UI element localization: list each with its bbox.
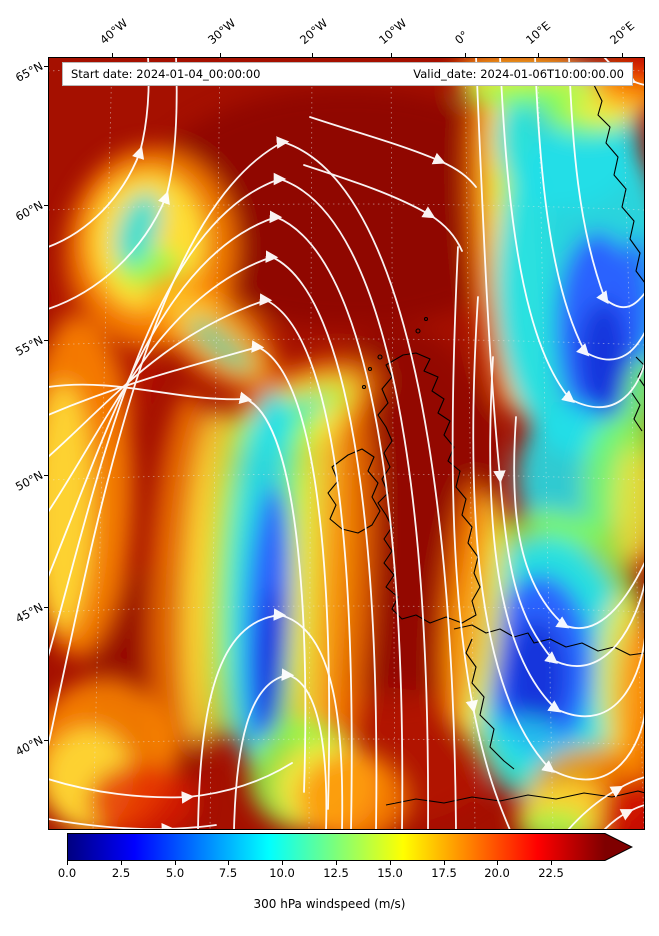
colorbar xyxy=(67,833,634,861)
cb-tick xyxy=(67,861,68,865)
cb-num-5: 5.0 xyxy=(165,866,185,880)
cb-tick xyxy=(497,861,498,865)
lon-label-10e: 10°E xyxy=(523,18,554,47)
cb-tick xyxy=(228,861,229,865)
lat-label-45n: 45°N xyxy=(13,599,46,626)
lat-label-50n: 50°N xyxy=(13,467,46,494)
date-strip: Start date: 2024-01-04_00:00:00 Valid_da… xyxy=(62,62,633,86)
x-tick xyxy=(220,53,221,57)
lon-label-20w: 20°W xyxy=(297,15,331,48)
cb-tick xyxy=(444,861,445,865)
cb-num-17p5: 17.5 xyxy=(431,866,457,880)
cb-tick xyxy=(121,861,122,865)
x-tick xyxy=(538,53,539,57)
lat-label-60n: 60°N xyxy=(13,197,46,224)
y-tick xyxy=(44,607,48,608)
lat-label-55n: 55°N xyxy=(13,332,46,359)
cb-tick xyxy=(282,861,283,865)
y-tick xyxy=(44,740,48,741)
colorbar-label: 300 hPa windspeed (m/s) xyxy=(253,897,406,911)
cb-tick xyxy=(551,861,552,865)
x-tick xyxy=(312,53,313,57)
y-tick xyxy=(44,66,48,67)
cb-num-0: 0.0 xyxy=(57,866,77,880)
lon-label-10w: 10°W xyxy=(376,15,410,48)
plot-border xyxy=(48,57,645,830)
x-tick xyxy=(622,53,623,57)
lon-label-0: 0° xyxy=(452,27,472,47)
cb-num-22p5: 22.5 xyxy=(538,866,564,880)
y-tick xyxy=(44,340,48,341)
cb-tick xyxy=(336,861,337,865)
windspeed-field-svg xyxy=(48,57,645,830)
map-plot xyxy=(48,57,645,830)
x-tick xyxy=(391,53,392,57)
lon-label-30w: 30°W xyxy=(205,15,239,48)
lon-label-20e: 20°E xyxy=(607,18,638,47)
cb-tick xyxy=(175,861,176,865)
start-date-label: Start date: 2024-01-04_00:00:00 xyxy=(71,67,261,81)
y-tick xyxy=(44,475,48,476)
cb-tick xyxy=(390,861,391,865)
colorbar-svg xyxy=(67,833,634,861)
cb-num-20: 20.0 xyxy=(484,866,510,880)
y-tick xyxy=(44,205,48,206)
valid-date-label: Valid_date: 2024-01-06T10:00:00.00 xyxy=(413,67,624,81)
cb-num-12p5: 12.5 xyxy=(323,866,349,880)
lat-label-65n: 65°N xyxy=(13,58,46,85)
x-tick xyxy=(112,53,113,57)
lat-label-40n: 40°N xyxy=(13,732,46,759)
cb-num-2p5: 2.5 xyxy=(111,866,131,880)
lon-label-40w: 40°W xyxy=(97,15,131,48)
cb-num-15: 15.0 xyxy=(377,866,403,880)
x-tick xyxy=(465,53,466,57)
colorbar-gradient xyxy=(67,833,634,861)
cb-num-7p5: 7.5 xyxy=(218,866,238,880)
cb-num-10: 10.0 xyxy=(269,866,295,880)
